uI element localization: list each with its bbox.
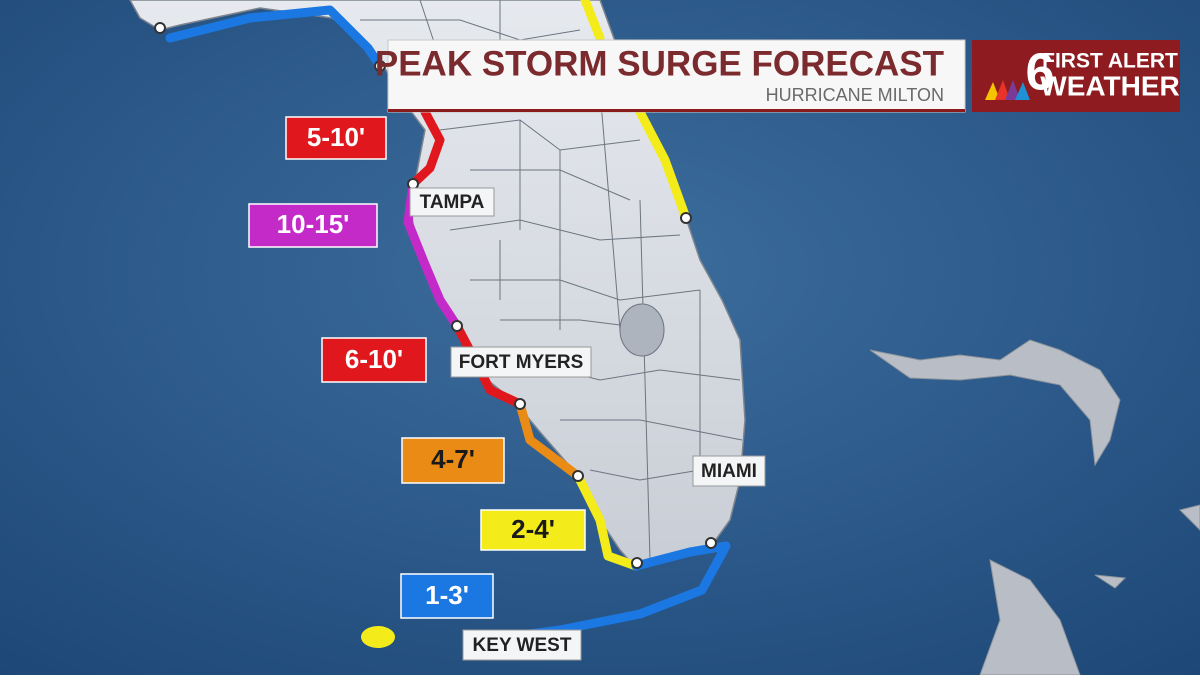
- key-island: [361, 626, 395, 648]
- county-lines: [360, 0, 743, 561]
- surge-labels: 5-10' 10-15' 6-10' 4-7' 2-4' 1-3': [248, 116, 586, 619]
- coast-segment: [573, 471, 641, 571]
- surge-label: 4-7': [401, 437, 505, 484]
- logo-number: 6: [1026, 44, 1055, 102]
- surge-label: 1-3': [400, 573, 494, 619]
- logo-line: WEATHER: [1040, 70, 1179, 101]
- peacock: [985, 80, 1030, 100]
- coast-segment: [515, 399, 583, 481]
- city-label: FORT MYERS: [459, 352, 584, 373]
- city-labels: TAMPA FORT MYERS MIAMI KEY WEST: [409, 187, 766, 661]
- surge-text: 10-15': [277, 209, 350, 239]
- header: PEAK STORM SURGE FORECAST HURRICANE MILT…: [375, 39, 966, 113]
- subtitle: HURRICANE MILTON: [766, 85, 944, 105]
- surge-text: 1-3': [425, 580, 469, 610]
- surge-text: 6-10': [345, 344, 403, 374]
- city-label: TAMPA: [420, 192, 485, 213]
- surge-label: 2-4': [480, 509, 586, 551]
- coast-segment: [580, 0, 605, 43]
- title: PEAK STORM SURGE FORECAST: [375, 44, 944, 83]
- surge-label: 6-10': [321, 337, 427, 383]
- coast-segment: [408, 107, 445, 189]
- logo-line: FIRST ALERT: [1042, 50, 1178, 73]
- islands: [869, 339, 1200, 676]
- surge-text: 2-4': [511, 514, 555, 544]
- coast-segment: [635, 107, 691, 223]
- city-label: MIAMI: [701, 461, 757, 482]
- city-label: KEY WEST: [473, 635, 572, 656]
- surge-label: 10-15': [248, 203, 378, 248]
- coastline: [154, 0, 731, 648]
- surge-label: 5-10': [285, 116, 387, 160]
- surge-text: 5-10': [307, 122, 365, 152]
- coast-segment: [165, 5, 385, 71]
- logo: 6 FIRST ALERT WEATHER: [972, 40, 1180, 112]
- surge-text: 4-7': [431, 444, 475, 474]
